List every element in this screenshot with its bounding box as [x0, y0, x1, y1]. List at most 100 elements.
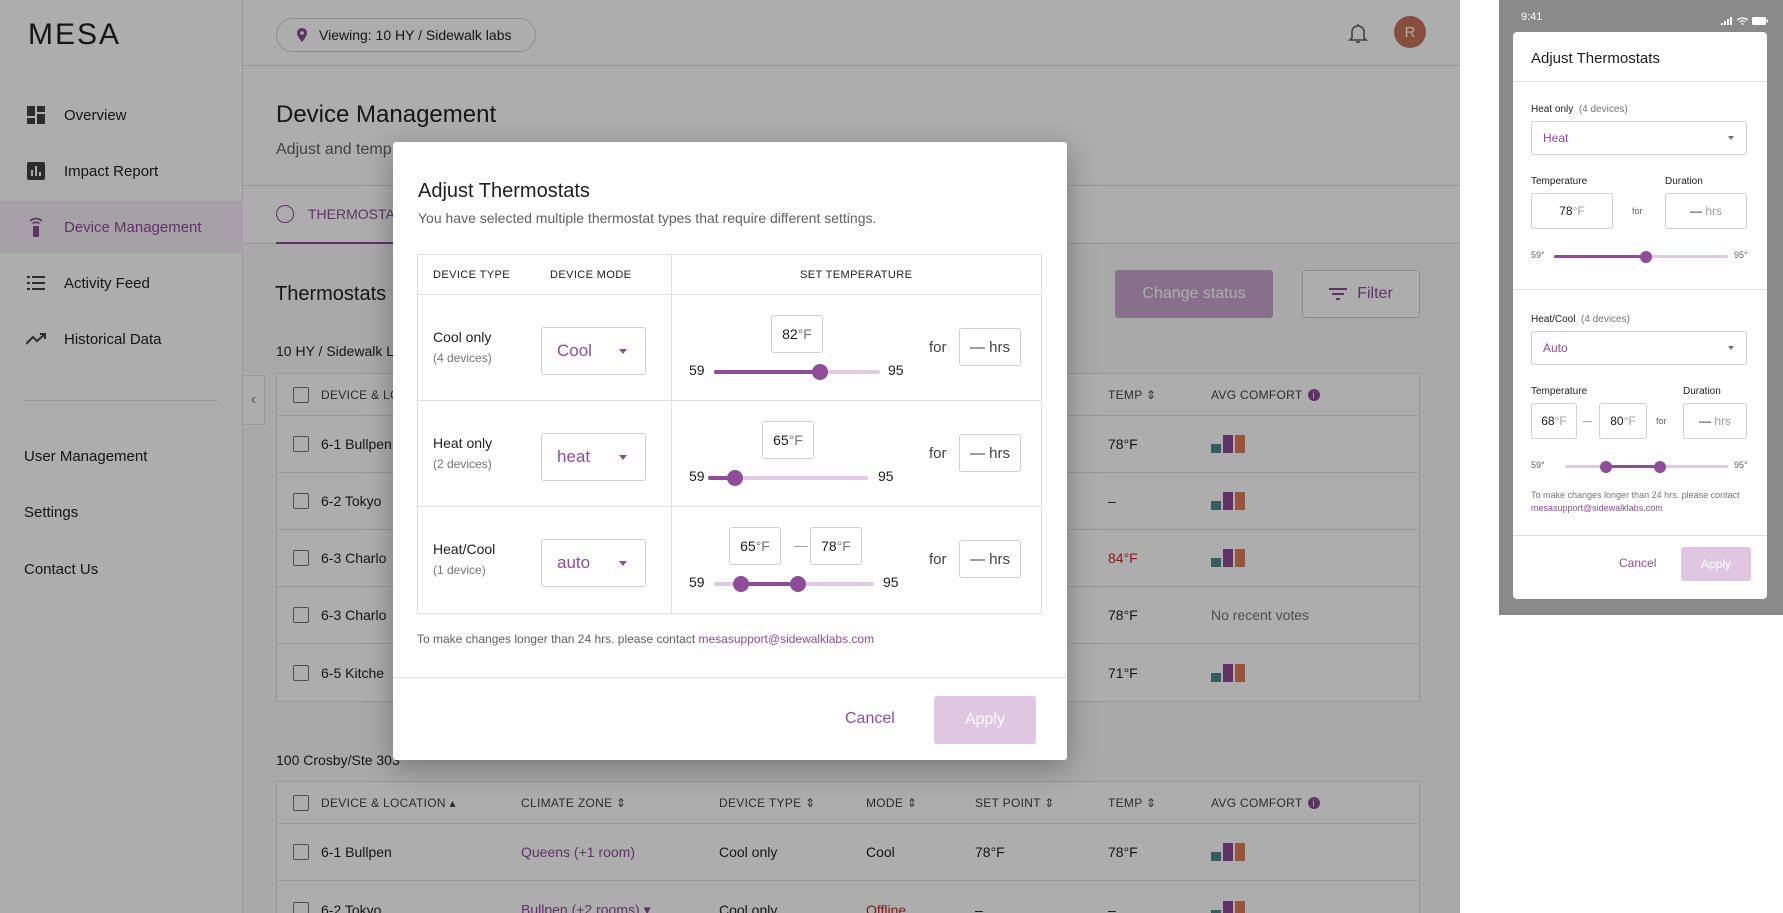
col-device[interactable]: DEVICE & LOC: [321, 387, 409, 402]
duration-input[interactable]: — hrs: [959, 434, 1021, 472]
logo: MESA: [28, 18, 122, 51]
sidebar-item-historical-data[interactable]: Historical Data: [0, 313, 243, 365]
table-row[interactable]: 6-1 Bullpen Queens (+1 room) Cool only C…: [277, 824, 1419, 881]
cancel-button[interactable]: Cancel: [845, 710, 895, 727]
mobile-view: 9:41 Adjust Thermostats Heat only (4 dev…: [1499, 0, 1783, 615]
for-label: for: [1656, 416, 1667, 426]
apply-button[interactable]: Apply: [1681, 547, 1751, 581]
duration-input[interactable]: — hrs: [959, 328, 1021, 366]
sidebar-collapse-button[interactable]: ‹: [243, 375, 265, 425]
temp-value: –: [1108, 493, 1116, 509]
row-checkbox[interactable]: [293, 550, 309, 566]
settings-header: DEVICE TYPE DEVICE MODE SET TEMPERATURE: [418, 255, 1041, 295]
slider-min: 59: [689, 574, 705, 590]
low-temp-input[interactable]: 65 °F: [729, 527, 781, 565]
slider-max: 95: [888, 362, 904, 378]
row-checkbox[interactable]: [293, 436, 309, 452]
row-checkbox[interactable]: [293, 607, 309, 623]
tab-thermostat[interactable]: THERMOSTAT: [276, 186, 417, 244]
comfort-bars: [1211, 492, 1245, 510]
sort-icon: ⇕: [1044, 795, 1055, 810]
duration-input[interactable]: — hrs: [1665, 193, 1747, 229]
info-icon[interactable]: i: [1307, 796, 1320, 809]
select-all-checkbox[interactable]: [293, 794, 309, 811]
col-zone[interactable]: CLIMATE ZONE ⇕: [521, 795, 627, 810]
link-contact-us[interactable]: Contact Us: [24, 561, 99, 578]
table-row[interactable]: 6-5 Kitche 71°F: [277, 644, 1419, 701]
heat-mode-select[interactable]: Heat: [1531, 121, 1747, 155]
high-temp-input[interactable]: 80 °F: [1599, 403, 1647, 439]
radio-icon: [276, 205, 294, 223]
caret-down-icon: [619, 349, 627, 354]
support-email-link[interactable]: mesasupport@sidewalklabs.com: [1531, 503, 1663, 513]
sidebar-divider: [24, 400, 218, 401]
high-temp-input[interactable]: 78 °F: [810, 527, 862, 565]
sort-icon: ⇕: [906, 795, 918, 810]
link-user-management[interactable]: User Management: [24, 448, 148, 465]
slider-thumb[interactable]: [1654, 460, 1667, 473]
page-title: Device Management: [276, 101, 497, 128]
filter-button[interactable]: Filter: [1302, 270, 1420, 318]
link-settings[interactable]: Settings: [24, 504, 79, 521]
sidebar-item-device-management[interactable]: Device Management: [0, 201, 243, 253]
device-name: 6-5 Kitche: [321, 664, 385, 681]
mode-select[interactable]: Cool: [541, 327, 646, 375]
climate-zone-link[interactable]: Queens (+1 room): [521, 844, 635, 860]
info-icon[interactable]: i: [1307, 388, 1320, 401]
climate-zone-link[interactable]: Bullpen (+2 rooms) ▾: [521, 901, 651, 913]
dialog-subtitle: You have selected multiple thermostat ty…: [418, 210, 877, 226]
low-temp-input[interactable]: 68 °F: [1531, 403, 1577, 439]
slider-thumb[interactable]: [1599, 460, 1612, 473]
device-name: 6-2 Tokyo: [321, 901, 382, 913]
col-device[interactable]: DEVICE & LOCATION ▴: [321, 795, 456, 810]
row-checkbox[interactable]: [293, 901, 309, 913]
support-email-link[interactable]: mesasupport@sidewalklabs.com: [698, 632, 875, 646]
slider-thumb[interactable]: [732, 576, 749, 592]
support-note: To make changes longer than 24 hrs. plea…: [417, 632, 875, 646]
column-divider: [671, 255, 672, 613]
temp-value: 71°F: [1108, 664, 1138, 681]
mode-select[interactable]: auto: [541, 539, 646, 587]
row-checkbox[interactable]: [293, 493, 309, 509]
select-all-checkbox[interactable]: [293, 386, 309, 403]
col-temp[interactable]: TEMP ⇕: [1108, 795, 1157, 810]
range-separator: —: [794, 537, 808, 553]
bell-icon[interactable]: [1346, 21, 1370, 45]
col-setpoint[interactable]: SET POINT ⇕: [975, 795, 1055, 810]
cancel-button[interactable]: Cancel: [1619, 556, 1657, 570]
slider-thumb[interactable]: [726, 470, 743, 486]
slider-thumb[interactable]: [790, 576, 807, 592]
duration-input[interactable]: — hrs: [1683, 403, 1747, 439]
sidebar-item-activity-feed[interactable]: Activity Feed: [0, 257, 243, 309]
duration-input[interactable]: — hrs: [959, 540, 1021, 578]
sidebar-item-impact-report[interactable]: Impact Report: [0, 145, 243, 197]
temp-input[interactable]: 78 °F: [1531, 193, 1613, 229]
row-checkbox[interactable]: [293, 664, 309, 681]
table-row[interactable]: 6-2 Tokyo Bullpen (+2 rooms) ▾ Cool only…: [277, 881, 1419, 913]
comfort-bars: [1211, 549, 1245, 567]
temp-input[interactable]: 82 °F: [771, 315, 823, 353]
device-count: (4 devices): [433, 351, 492, 365]
device-type: Cool only: [719, 844, 778, 860]
temp-value: 78°F: [1108, 607, 1138, 623]
col-mode[interactable]: MODE ⇕: [866, 795, 918, 810]
change-status-button[interactable]: Change status: [1115, 270, 1273, 318]
mode-select[interactable]: heat: [541, 433, 646, 481]
comfort-bars: [1211, 900, 1245, 913]
apply-button[interactable]: Apply: [934, 696, 1036, 744]
temp-input[interactable]: 65 °F: [762, 421, 814, 459]
sidebar-item-overview[interactable]: Overview: [0, 89, 243, 141]
avatar[interactable]: R: [1394, 16, 1426, 48]
sidebar-item-label: Impact Report: [64, 162, 159, 180]
slider-thumb[interactable]: [812, 364, 829, 380]
slider-track: [708, 476, 868, 480]
temp-value: 84°F: [1108, 550, 1138, 566]
col-type[interactable]: DEVICE TYPE ⇕: [719, 795, 816, 810]
row-checkbox[interactable]: [293, 844, 309, 860]
location-selector[interactable]: Viewing: 10 HY / Sidewalk labs: [276, 18, 537, 52]
caret-down-icon: [619, 455, 627, 460]
slider-thumb[interactable]: [1639, 250, 1652, 263]
col-temp[interactable]: TEMP ⇕: [1108, 387, 1157, 402]
location-pin-icon: [295, 28, 309, 42]
heatcool-mode-select[interactable]: Auto: [1531, 331, 1747, 365]
